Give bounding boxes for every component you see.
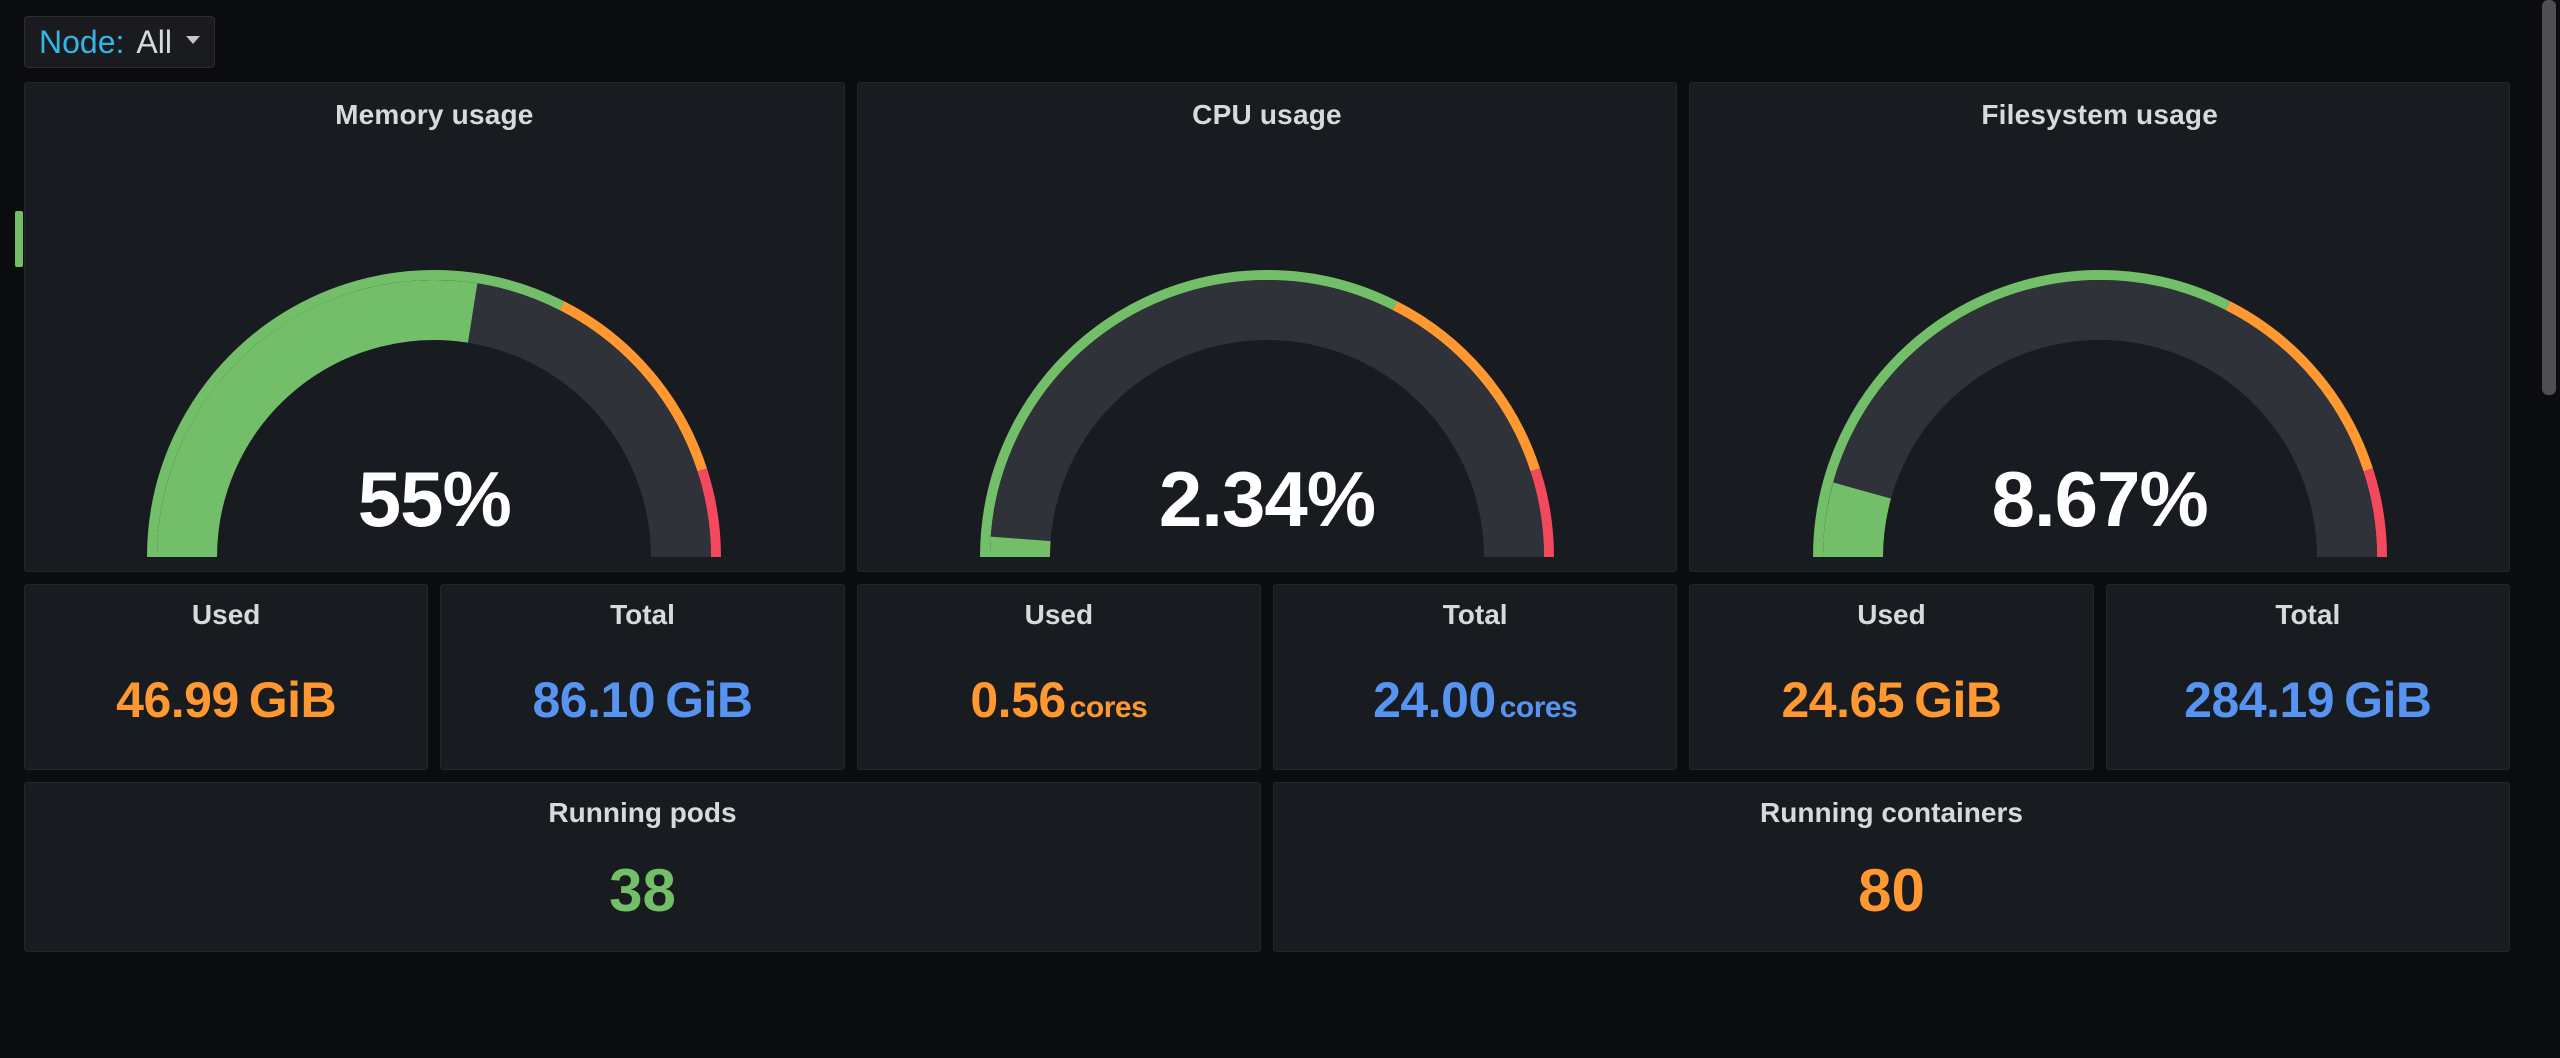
stat-value: 24.65GiB — [1781, 671, 2001, 729]
stat-panel-cpu-total[interactable]: Total 24.00cores — [1273, 584, 1677, 770]
stat-value: 38 — [609, 856, 676, 925]
panel-title: Memory usage — [335, 99, 533, 131]
gauge-value: 2.34% — [858, 454, 1677, 545]
panel-title: Total — [610, 599, 675, 631]
gauge-value: 55% — [25, 454, 844, 545]
gauge-panel-cpu[interactable]: CPU usage 2.34% — [857, 82, 1678, 572]
chevron-down-icon — [186, 36, 200, 44]
stat-body: 46.99GiB — [25, 631, 427, 769]
panel-title: Total — [1443, 599, 1508, 631]
stat-value: 86.10GiB — [532, 671, 752, 729]
node-variable-selector[interactable]: Node: All — [24, 16, 215, 68]
stat-panel-cpu-used[interactable]: Used 0.56cores — [857, 584, 1261, 770]
scrollbar-thumb[interactable] — [2542, 0, 2556, 395]
variable-label: Node: — [39, 23, 124, 61]
stat-value: 0.56cores — [970, 671, 1147, 729]
scrollbar-track[interactable] — [2538, 0, 2560, 1058]
panel-title: Running pods — [548, 797, 736, 829]
stat-panel-fs-total[interactable]: Total 284.19GiB — [2106, 584, 2510, 770]
stat-panel-fs-used[interactable]: Used 24.65GiB — [1689, 584, 2093, 770]
stat-panel-pods[interactable]: Running pods 38 — [24, 782, 1261, 952]
panel-title: Filesystem usage — [1981, 99, 2218, 131]
stat-value: 24.00cores — [1373, 671, 1577, 729]
panel-title: Used — [1857, 599, 1925, 631]
stat-body: 80 — [1274, 829, 2509, 951]
gauge-value: 8.67% — [1690, 454, 2509, 545]
gauge-panel-filesystem[interactable]: Filesystem usage 8.67% — [1689, 82, 2510, 572]
panel-title: CPU usage — [1192, 99, 1342, 131]
panel-title: Used — [192, 599, 260, 631]
panel-title: Running containers — [1760, 797, 2023, 829]
gauge-panel-memory[interactable]: Memory usage 55% — [24, 82, 845, 572]
stat-value: 80 — [1858, 856, 1925, 925]
stat-panel-mem-total[interactable]: Total 86.10GiB — [440, 584, 844, 770]
dashboard-grid: Memory usage55%CPU usage2.34%Filesystem … — [24, 82, 2510, 952]
stat-panel-containers[interactable]: Running containers 80 — [1273, 782, 2510, 952]
stat-body: 284.19GiB — [2107, 631, 2509, 769]
stat-body: 86.10GiB — [441, 631, 843, 769]
stat-panel-mem-used[interactable]: Used 46.99GiB — [24, 584, 428, 770]
stat-value: 46.99GiB — [116, 671, 336, 729]
variable-row: Node: All — [24, 16, 2536, 68]
stat-body: 38 — [25, 829, 1260, 951]
stat-value: 284.19GiB — [2184, 671, 2431, 729]
stat-body: 24.00cores — [1274, 631, 1676, 769]
stat-body: 0.56cores — [858, 631, 1260, 769]
panel-title: Used — [1025, 599, 1093, 631]
variable-value: All — [136, 23, 172, 61]
panel-title: Total — [2275, 599, 2340, 631]
stat-body: 24.65GiB — [1690, 631, 2092, 769]
